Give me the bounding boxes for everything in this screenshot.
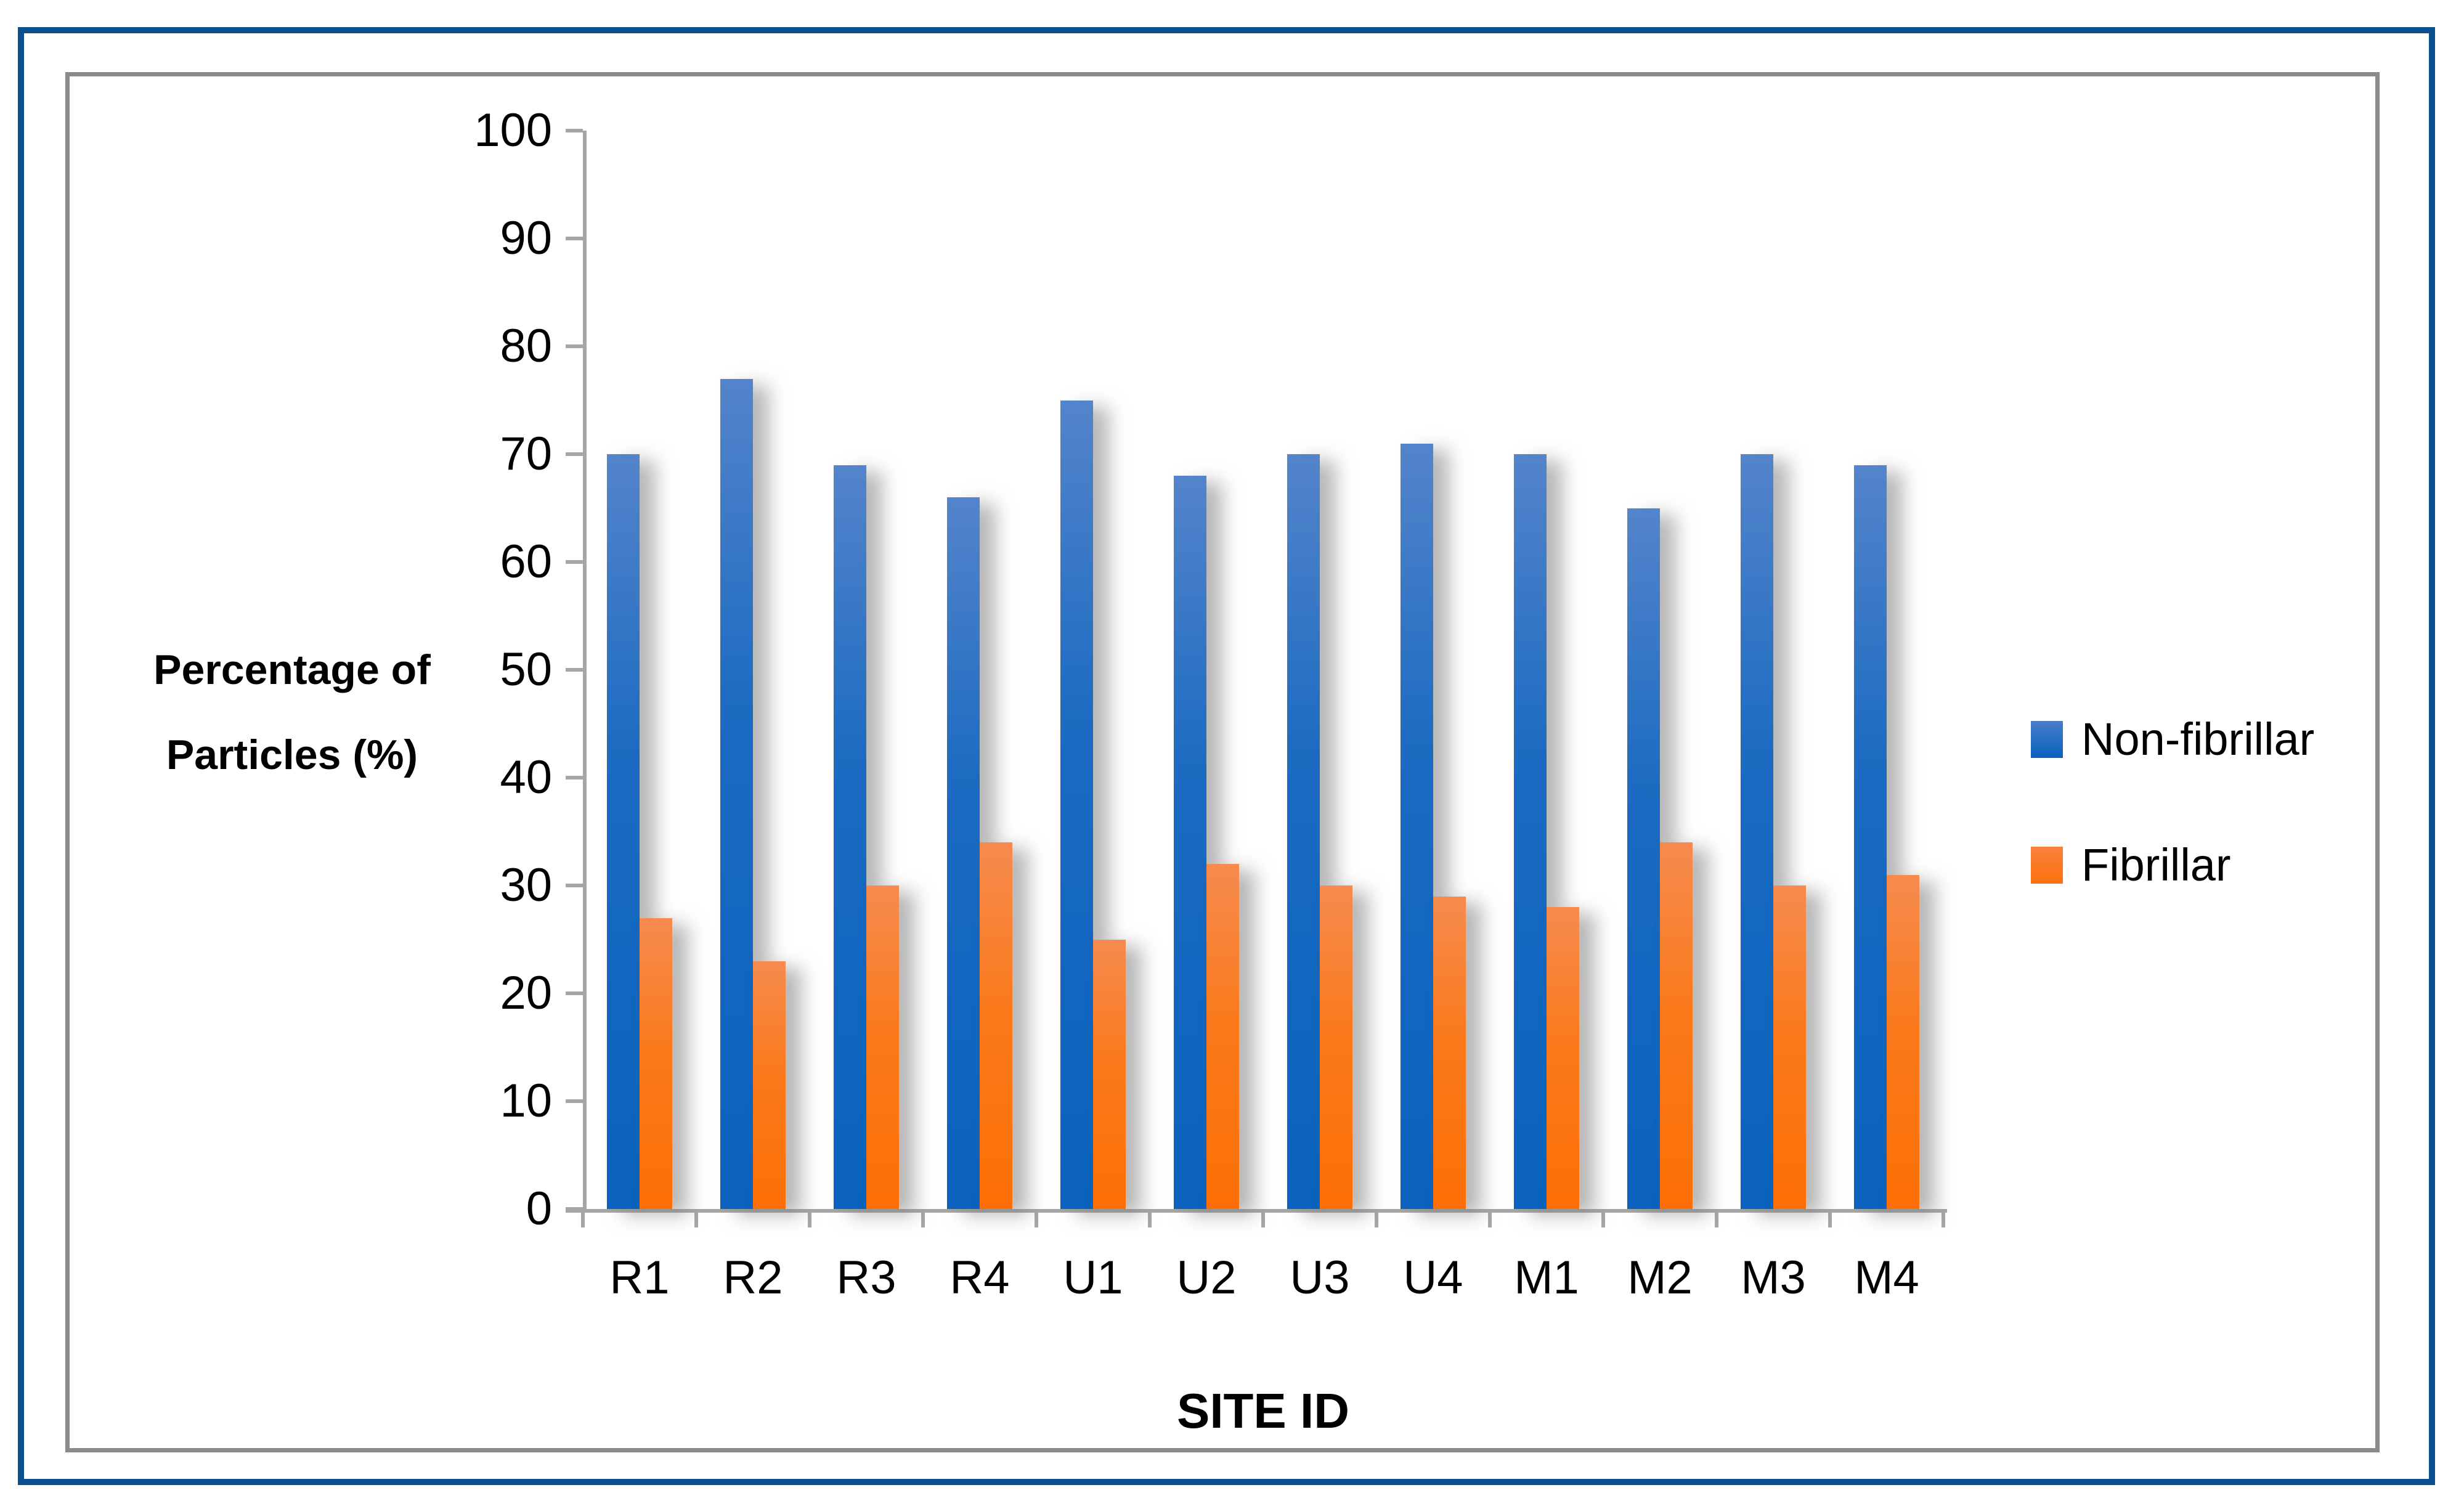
bar-fibrillar-m3 <box>1773 885 1806 1209</box>
x-tick-mark <box>1488 1209 1492 1227</box>
x-axis-line <box>566 1209 1947 1213</box>
y-tick-mark <box>566 776 583 779</box>
x-category-label-m2: M2 <box>1627 1252 1693 1304</box>
bar-nonfibrillar-m4 <box>1854 465 1887 1209</box>
bar-fibrillar-u2 <box>1206 864 1239 1209</box>
y-tick-mark <box>566 237 583 240</box>
x-category-label-m4: M4 <box>1854 1252 1919 1304</box>
y-tick-mark <box>566 560 583 564</box>
bar-fibrillar-r2 <box>753 961 786 1209</box>
y-tick-mark <box>566 452 583 456</box>
x-tick-mark <box>1828 1209 1832 1227</box>
x-category-label-u4: U4 <box>1403 1252 1463 1304</box>
x-tick-mark <box>808 1209 811 1227</box>
bar-fibrillar-r3 <box>866 885 899 1209</box>
x-tick-mark <box>1261 1209 1265 1227</box>
y-tick-label: 90 <box>500 212 552 264</box>
y-tick-label: 70 <box>500 428 552 480</box>
y-tick-mark <box>566 884 583 887</box>
y-tick-label: 60 <box>500 535 552 588</box>
x-category-label-m1: M1 <box>1514 1252 1579 1304</box>
x-tick-mark <box>1035 1209 1038 1227</box>
legend-label-fibrillar: Fibrillar <box>2081 839 2231 890</box>
bar-fibrillar-u4 <box>1433 896 1466 1209</box>
x-category-label-r1: R1 <box>609 1252 670 1304</box>
y-tick-label: 0 <box>526 1182 552 1235</box>
bar-fibrillar-u3 <box>1320 885 1352 1209</box>
bar-nonfibrillar-u1 <box>1060 400 1093 1209</box>
bar-nonfibrillar-r1 <box>607 454 640 1209</box>
y-tick-label: 100 <box>474 104 552 157</box>
y-tick-mark <box>566 991 583 995</box>
y-tick-mark <box>566 344 583 348</box>
y-tick-label: 30 <box>500 859 552 911</box>
x-tick-mark <box>921 1209 925 1227</box>
legend-entry-fibrillar: Fibrillar <box>2031 841 2231 890</box>
bar-nonfibrillar-u4 <box>1401 443 1433 1209</box>
bar-fibrillar-r4 <box>980 842 1012 1209</box>
bar-nonfibrillar-r2 <box>720 378 753 1209</box>
legend-entry-non-fibrillar: Non-fibrillar <box>2031 715 2314 764</box>
y-axis-title: Percentage of Particles (%) <box>153 646 431 778</box>
inner-border-frame <box>65 72 2380 1452</box>
y-tick-label: 40 <box>500 751 552 804</box>
x-tick-mark <box>581 1209 585 1227</box>
x-category-label-r4: R4 <box>949 1252 1010 1304</box>
x-tick-mark <box>694 1209 698 1227</box>
x-tick-mark <box>1601 1209 1605 1227</box>
bar-fibrillar-m2 <box>1660 842 1693 1209</box>
x-category-label-r2: R2 <box>723 1252 783 1304</box>
bar-nonfibrillar-m3 <box>1741 454 1773 1209</box>
y-axis-line <box>583 131 587 1209</box>
y-tick-label: 80 <box>500 320 552 372</box>
x-category-label-m3: M3 <box>1741 1252 1806 1304</box>
bar-fibrillar-m4 <box>1887 874 1919 1209</box>
y-tick-mark <box>566 1207 583 1211</box>
legend-swatch-non-fibrillar <box>2031 721 2063 758</box>
y-tick-label: 50 <box>500 643 552 696</box>
bar-fibrillar-m1 <box>1547 907 1579 1209</box>
x-tick-mark <box>1942 1209 1945 1227</box>
x-tick-mark <box>1375 1209 1378 1227</box>
x-category-label-u3: U3 <box>1290 1252 1350 1304</box>
bar-nonfibrillar-r3 <box>834 465 866 1209</box>
bar-nonfibrillar-u3 <box>1287 454 1320 1209</box>
x-tick-mark <box>1715 1209 1718 1227</box>
legend-swatch-fibrillar <box>2031 847 2063 884</box>
y-tick-mark <box>566 129 583 132</box>
y-tick-label: 20 <box>500 967 552 1019</box>
bar-nonfibrillar-u2 <box>1174 476 1206 1209</box>
x-axis-title: SITE ID <box>1176 1383 1350 1438</box>
legend-label-non-fibrillar: Non-fibrillar <box>2081 714 2315 765</box>
x-category-label-u2: U2 <box>1176 1252 1237 1304</box>
x-tick-mark <box>1148 1209 1152 1227</box>
y-tick-mark <box>566 668 583 672</box>
y-tick-mark <box>566 1099 583 1103</box>
bar-fibrillar-u1 <box>1093 939 1126 1209</box>
x-category-label-r3: R3 <box>836 1252 897 1304</box>
bar-fibrillar-r1 <box>640 918 672 1209</box>
bar-nonfibrillar-m2 <box>1627 508 1660 1209</box>
bar-nonfibrillar-m1 <box>1514 454 1547 1209</box>
bar-nonfibrillar-r4 <box>947 497 980 1209</box>
x-category-label-u1: U1 <box>1063 1252 1123 1304</box>
y-tick-label: 10 <box>500 1075 552 1127</box>
